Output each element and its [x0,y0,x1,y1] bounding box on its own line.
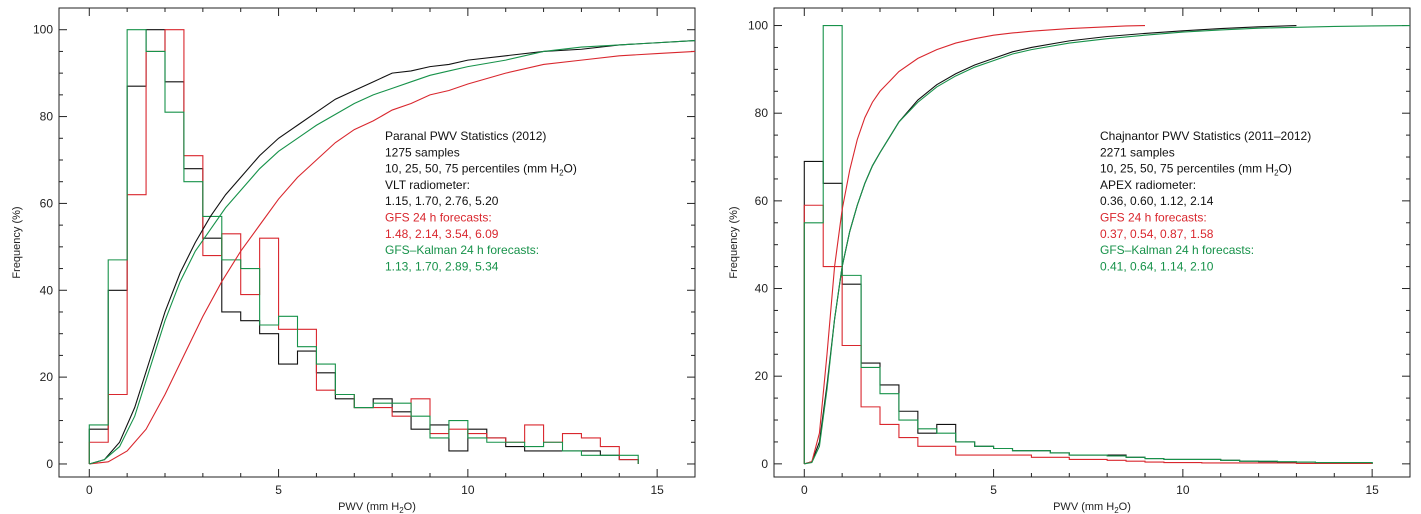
y-tick-label: 0 [46,457,53,471]
x-tick-label: 15 [1365,483,1379,497]
annotation-line: 10, 25, 50, 75 percentiles (mm H2O) [385,162,577,178]
x-tick-label: 0 [86,483,93,497]
histogram-green [803,24,1373,464]
annotation-line: 1275 samples [385,145,460,159]
y-tick-label: 0 [761,457,768,471]
y-tick-label: 100 [33,23,53,37]
annotation-line: GFS–Kalman 24 h forecasts: [1100,243,1254,257]
annotation-line: APEX radiometer: [1100,178,1196,192]
x-tick-label: 5 [275,483,282,497]
y-tick-label: 80 [40,110,54,124]
x-tick-label: 10 [461,483,475,497]
histogram-red [88,29,639,464]
x-axis-label: PWV (mm H2O) [1053,501,1131,514]
plot-frame [58,7,696,478]
y-axis-label: Frequency (%) [728,206,740,278]
y-tick-label: 60 [40,196,54,210]
chart-chajnantor: 0 5 10 15 0 20 40 60 80 100 PWV (mm H2O) Frequency … [728,7,1411,514]
annotation-line: 2271 samples [1100,145,1175,159]
y-tick-label: 80 [755,106,769,120]
y-tick-label: 60 [755,194,769,208]
chart-paranal: 0 5 10 15 0 20 40 60 80 100 PWV (mm H2O) Frequency … [11,7,696,514]
y-axis-label: Frequency (%) [11,206,23,278]
y-tick-label: 20 [40,370,54,384]
annotation-line: Chajnantor PWV Statistics (2011–2012) [1100,129,1311,143]
annotation-line: GFS 24 h forecasts: [1100,211,1207,225]
histogram-red [803,204,1373,464]
x-tick-label: 15 [650,483,664,497]
annotation-line: 1.15, 1.70, 2.76, 5.20 [385,194,499,208]
x-tick-label: 0 [801,483,808,497]
cumulative-curve-red [89,50,696,465]
y-tick-label: 40 [40,283,54,297]
annotation-line: 1.48, 2.14, 3.54, 6.09 [385,227,499,241]
cumulative-curve-green [804,24,1411,465]
histogram-black [803,160,1373,464]
annotation-line: Paranal PWV Statistics (2012) [385,129,546,143]
x-axis-label: PWV (mm H2O) [338,501,416,514]
plot-frame [773,7,1411,478]
annotation-line: 1.13, 1.70, 2.89, 5.34 [385,259,499,273]
cumulative-curve-black [89,40,696,465]
cumulative-curve-green [89,40,696,465]
annotation-line: GFS 24 h forecasts: [385,211,492,225]
x-tick-label: 10 [1176,483,1190,497]
annotation-line: 0.37, 0.54, 0.87, 1.58 [1100,227,1214,241]
annotation-line: 0.41, 0.64, 1.14, 2.10 [1100,259,1214,273]
x-tick-label: 5 [990,483,997,497]
annotation-line: VLT radiometer: [385,178,470,192]
annotation-line: GFS–Kalman 24 h forecasts: [385,243,539,257]
y-tick-label: 40 [755,282,769,296]
y-tick-label: 20 [755,369,769,383]
annotation-line: 0.36, 0.60, 1.12, 2.14 [1100,194,1214,208]
y-tick-label: 100 [748,19,768,33]
histogram-black [88,29,639,464]
histogram-green [88,29,639,464]
annotation-line: 10, 25, 50, 75 percentiles (mm H2O) [1100,162,1292,178]
cumulative-curve-red [804,24,1146,465]
